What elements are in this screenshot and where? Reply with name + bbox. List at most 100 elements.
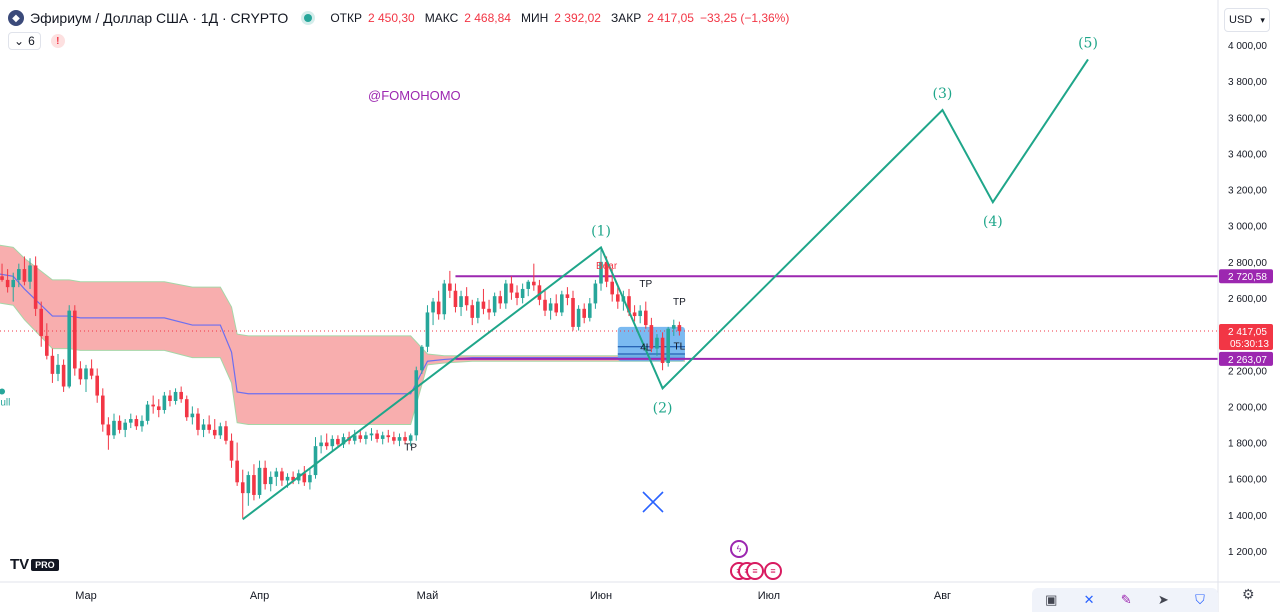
candle-body [604,261,609,282]
candle-body [459,296,463,308]
candle-body [201,424,206,430]
candle-body [408,435,413,441]
candle-body [593,283,598,304]
price-axis-tag-text: 2 263,07 [1228,355,1267,366]
low-value: 2 392,02 [554,11,601,25]
candle-body [582,308,587,318]
candle-body [638,310,642,317]
send-icon[interactable]: ➤ [1157,592,1169,607]
annotation-label: 4L [640,342,652,353]
price-axis-tag [1219,269,1273,284]
price-axis-tag-text: 2 720,58 [1228,272,1267,283]
candle-body [22,269,27,282]
candle-body [308,475,312,483]
candle-body [78,368,83,380]
price-axis-tag [1219,351,1273,366]
y-tick-label: 2 000,00 [1228,402,1267,413]
candle-body [492,296,497,313]
candle-body [274,471,279,477]
candle-body [145,404,150,421]
candle-body [576,308,581,327]
candle-body [95,375,99,396]
chevron-down-icon: ⌄ [14,34,25,48]
candle-body [190,413,195,418]
shield-icon[interactable]: ⛉ [1195,592,1205,607]
lightning-icon[interactable]: ϟ [730,540,748,558]
x-tick-label: Июл [758,590,780,602]
candle-body [302,473,307,483]
candle-body [632,312,637,317]
candle-body [341,437,346,445]
ethereum-icon: ◆ [8,10,24,26]
us-flag-icon[interactable]: ≡ [764,562,782,580]
candle-body [218,426,223,436]
candle-body [123,422,127,430]
candle-body [140,420,144,427]
candle-body [364,435,368,439]
tradingview-logo[interactable]: TV PRO [10,556,59,573]
candle-body [414,370,419,436]
candle-body [425,312,430,347]
y-tick-label: 4 000,00 [1228,41,1267,52]
candle-body [207,424,211,430]
gear-icon[interactable]: ⚙ [1242,586,1255,602]
candle-body [67,310,72,387]
candle-body [548,303,553,311]
brush-icon[interactable]: ✎ [1120,592,1132,607]
open-label: ОТКР [330,11,362,25]
y-tick-label: 3 000,00 [1228,222,1267,233]
price-axis-tag-text: 2 417,05 [1228,327,1267,338]
x-tick-label: Июн [590,590,612,602]
candle-body [431,301,435,313]
candle-body [313,446,318,476]
floating-toolbar: ▣ ✕ ✎ ➤ ⛉ [1032,588,1218,612]
candle-body [571,297,575,327]
warning-icon[interactable]: ! [50,34,65,48]
candle-body [615,294,620,302]
candle-body [89,368,94,376]
y-tick-label: 1 800,00 [1228,439,1267,450]
y-tick-label: 1 600,00 [1228,475,1267,486]
y-tick-label: 2 800,00 [1228,258,1267,269]
candle-body [453,290,458,308]
currency-selector[interactable]: USD ▾ [1224,8,1270,32]
candle-body [162,395,167,411]
chevron-down-icon: ▾ [1260,14,1265,25]
band-upper-line [0,244,685,357]
candle-body [537,285,542,300]
annotation-label: TP [639,279,652,290]
candle-body [599,261,603,284]
candle-body [128,419,133,423]
x-tick-label: Май [417,590,439,602]
chart-icon[interactable]: ▣ [1045,592,1058,607]
candle-body [554,303,559,313]
annotation-label: Bull [0,397,10,408]
x-icon[interactable]: ✕ [1083,592,1095,607]
candle-body [291,476,295,481]
high-label: МАКС [424,11,459,25]
cross-marker [642,491,664,513]
candle-body [33,265,38,309]
candle-body [17,269,21,280]
bull-marker [0,388,6,395]
indicators-toggle[interactable]: ⌄ 6 [8,32,41,50]
watermark-handle: @FOMOHOMO [368,88,461,103]
candle-body [660,337,665,364]
us-flag-icon[interactable]: ≡ [746,562,764,580]
candle-body [151,404,155,407]
annotation-label: TL [674,341,686,352]
candle-body [504,283,508,304]
candle-body [28,265,32,282]
indicator-count: 6 [28,34,35,48]
market-status-dot [304,14,313,22]
close-label: ЗАКР [610,11,642,25]
candle-body [246,475,251,494]
candle-body [106,424,111,436]
wave-label: (5) [1078,35,1098,51]
symbol-title[interactable]: Эфириум / Доллар США · 1Д · CRYPTO [30,10,289,26]
candle-body [39,308,44,336]
candle-body [224,426,228,441]
candle-body [509,283,514,293]
candle-body [403,437,407,441]
